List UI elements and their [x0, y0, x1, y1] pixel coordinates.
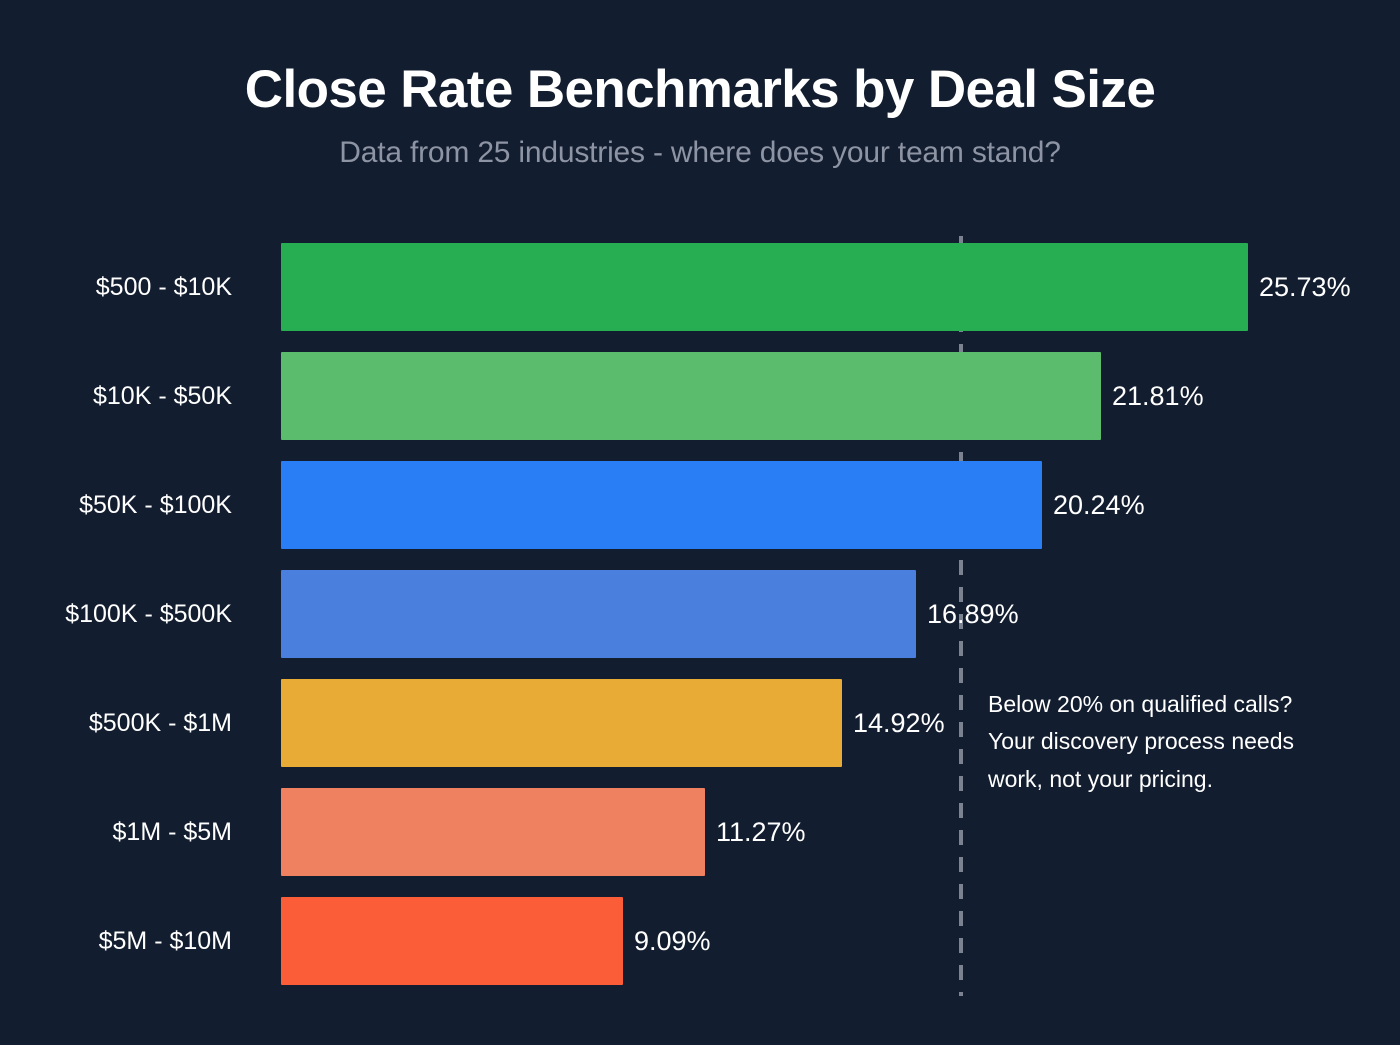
- bar[interactable]: [281, 243, 1248, 331]
- chart-subtitle: Data from 25 industries - where does you…: [339, 136, 1061, 170]
- bar-value-label: 16.89%: [927, 598, 1019, 629]
- bar-value-label: 21.81%: [1112, 380, 1204, 411]
- bar-value-label: 11.27%: [716, 816, 806, 847]
- bar-row: $5M - $10M 9.09%: [0, 897, 1400, 985]
- bar-category-label: $500K - $1M: [88, 708, 232, 737]
- bar-category-label: $5M - $10M: [98, 926, 232, 955]
- page-title: Close Rate Benchmarks by Deal Size: [244, 60, 1156, 119]
- bar[interactable]: [281, 788, 705, 876]
- chart-header: Close Rate Benchmarks by Deal Size Data …: [0, 0, 1400, 170]
- bar-category-label: $50K - $100K: [79, 490, 232, 519]
- bar-row: $1M - $5M 11.27%: [0, 788, 1400, 876]
- bar[interactable]: [281, 570, 916, 658]
- bar-row: $500K - $1M 14.92%: [0, 679, 1400, 767]
- bar-category-label: $500 - $10K: [95, 272, 232, 301]
- bar-value-label: 25.73%: [1259, 271, 1351, 302]
- bar-row: $50K - $100K 20.24%: [0, 461, 1400, 549]
- bar-row: $10K - $50K 21.81%: [0, 352, 1400, 440]
- threshold-line-20-percent: [959, 236, 963, 996]
- bar-category-label: $100K - $500K: [65, 599, 232, 628]
- bar-value-label: 20.24%: [1053, 489, 1145, 520]
- bar[interactable]: [281, 897, 623, 985]
- threshold-annotation: Below 20% on qualified calls? Your disco…: [988, 691, 1294, 792]
- bar[interactable]: [281, 461, 1042, 549]
- bar-row: $500 - $10K 25.73%: [0, 243, 1400, 331]
- bar[interactable]: [281, 679, 842, 767]
- bar-category-label: $1M - $5M: [112, 817, 232, 846]
- bar-category-label: $10K - $50K: [93, 381, 232, 410]
- bar-value-label: 14.92%: [853, 707, 945, 738]
- bar-value-label: 9.09%: [634, 925, 711, 956]
- bar[interactable]: [281, 352, 1101, 440]
- bar-row: $100K - $500K 16.89%: [0, 570, 1400, 658]
